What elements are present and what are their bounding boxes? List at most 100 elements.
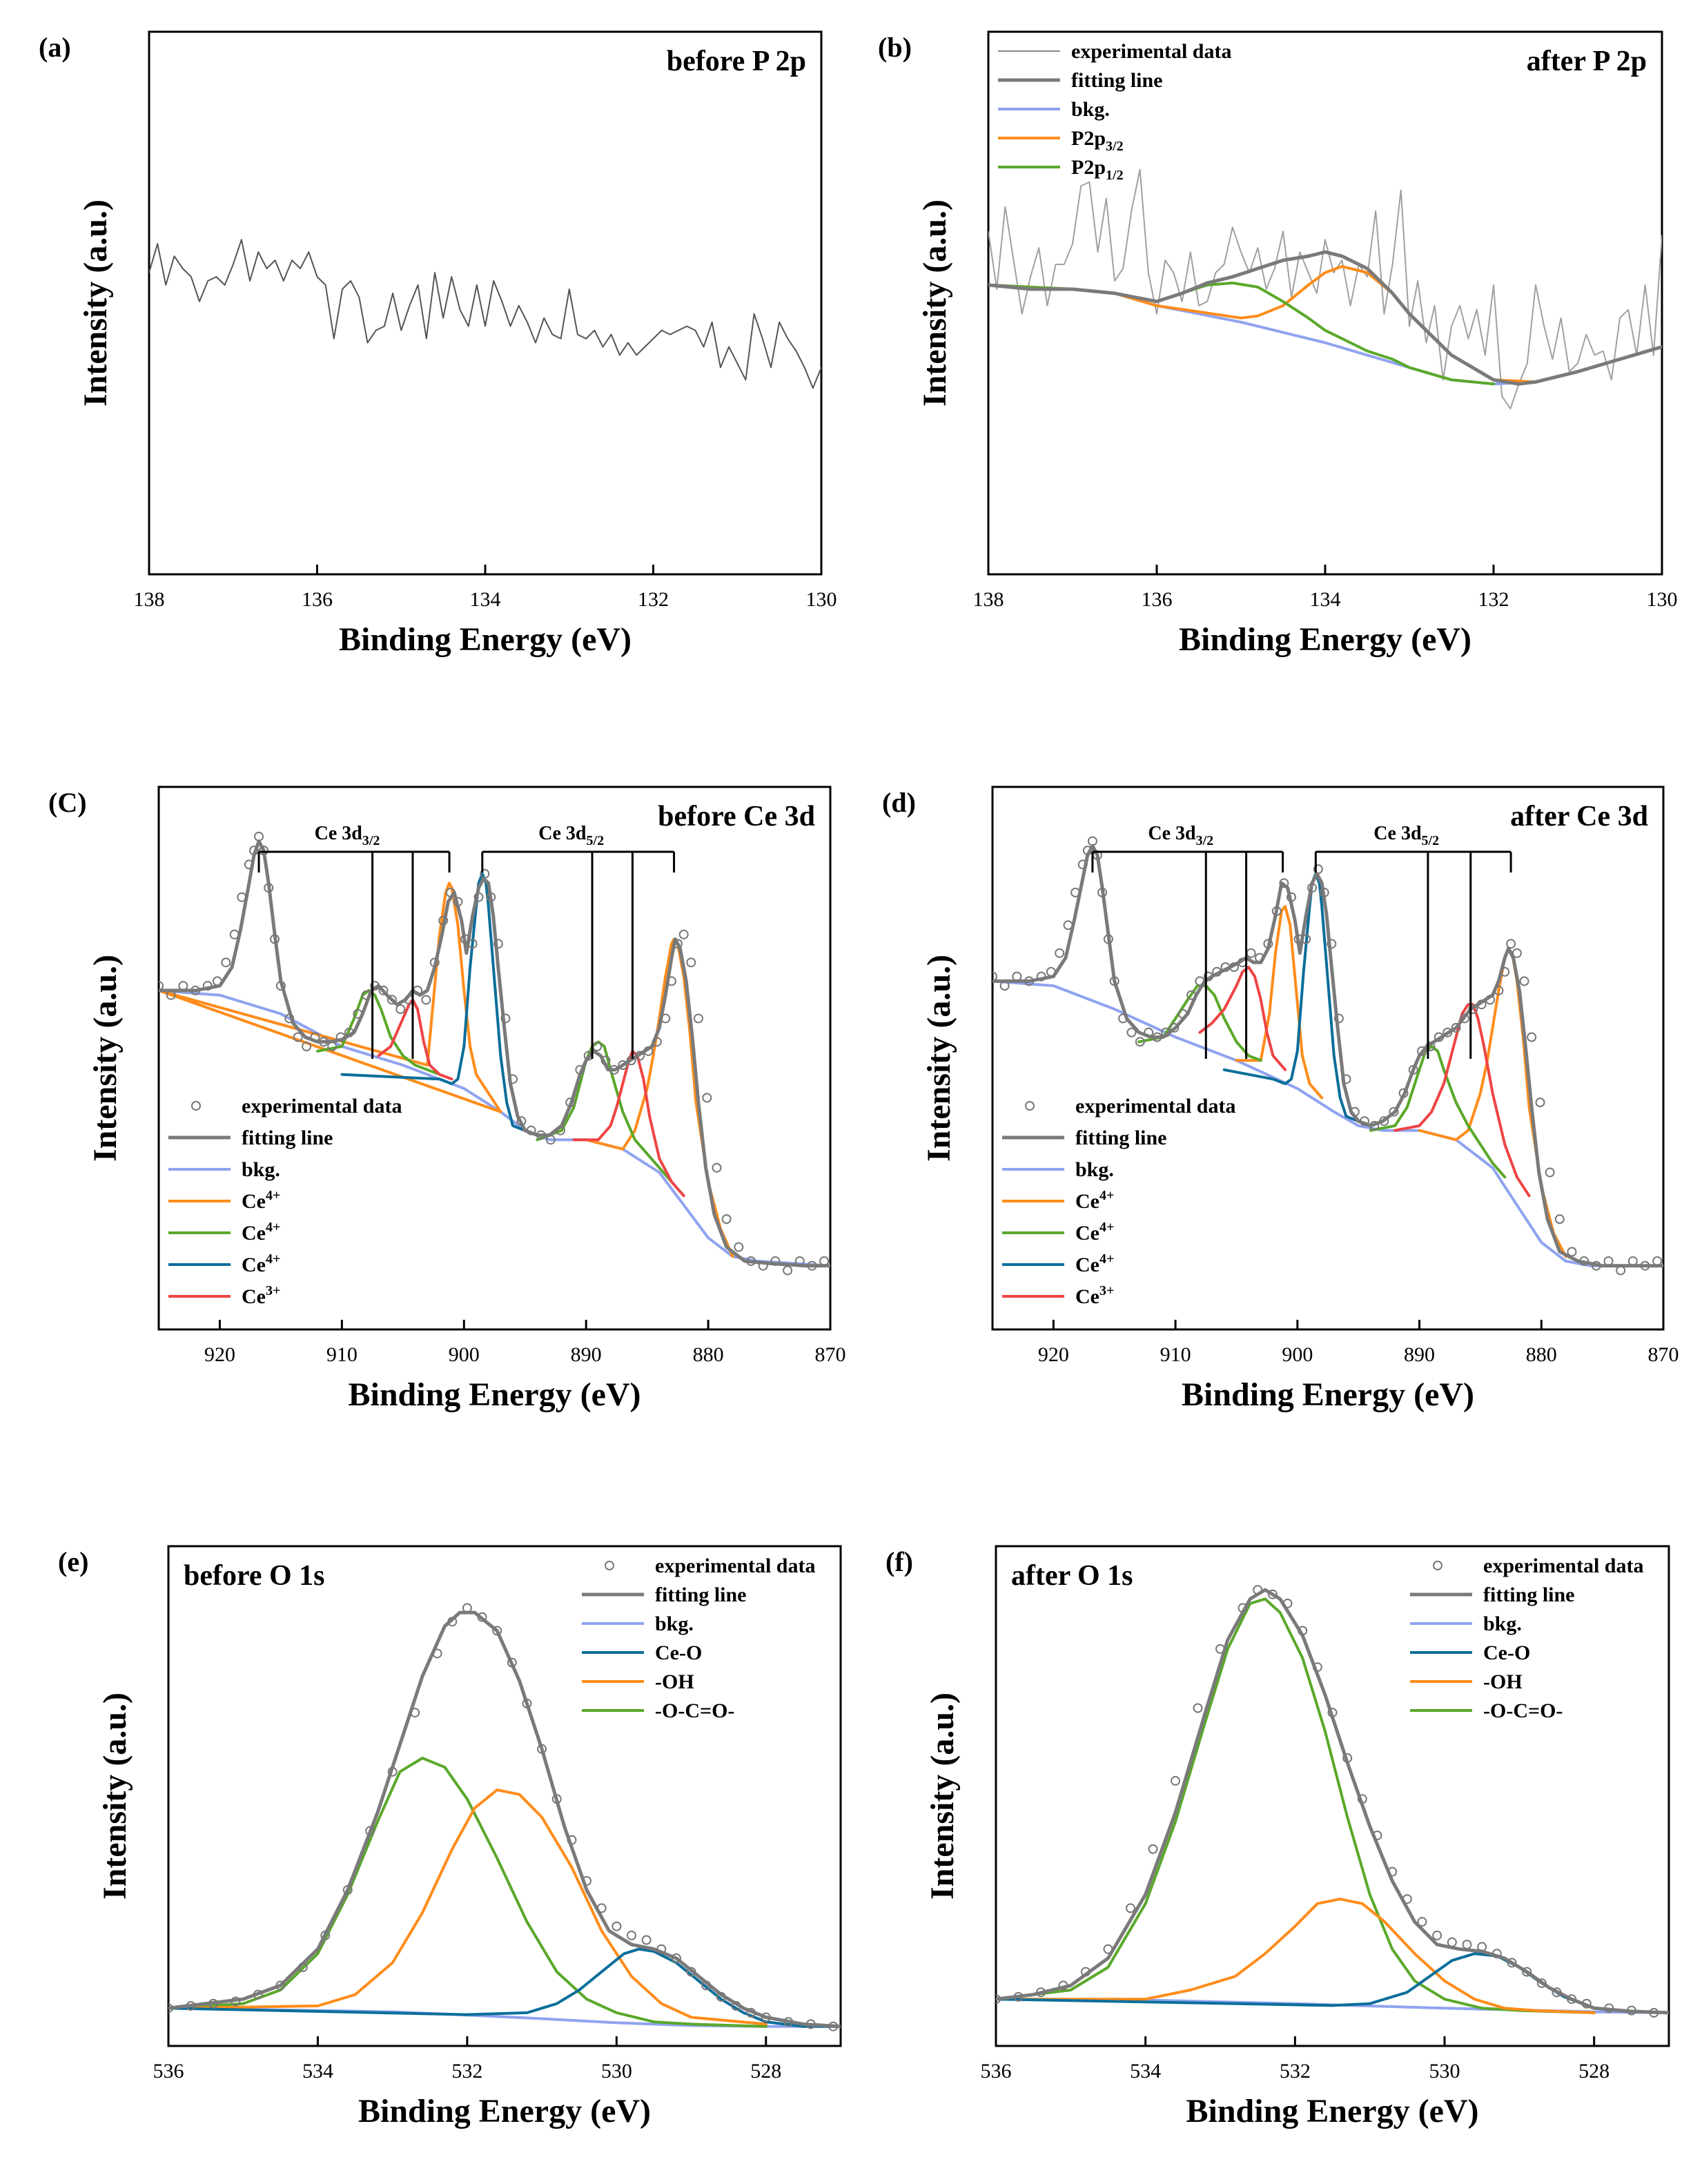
data-point: [1246, 948, 1256, 958]
series-experimental-data: [159, 831, 830, 1276]
data-point: [1357, 1794, 1367, 1804]
series-fitting-line: [996, 1588, 1669, 2015]
data-point: [1494, 985, 1504, 995]
series-ce3-v: [1393, 1003, 1531, 1198]
data-point: [1312, 1662, 1322, 1673]
data-point: [387, 1766, 398, 1777]
data-point: [231, 1996, 241, 2007]
data-point: [1077, 859, 1088, 870]
data-point: [1063, 920, 1073, 930]
data-point: [1425, 1042, 1436, 1052]
data-point: [259, 846, 269, 856]
data-point: [526, 1125, 536, 1135]
data-point: [275, 981, 286, 991]
data-point: [641, 1935, 652, 1945]
legend-entry: experimental data: [191, 1095, 402, 1118]
x-tick-label: 138: [134, 588, 165, 611]
legend-entry: -O-C=O-: [1410, 1699, 1563, 1722]
legend: experimental data fitting line bkg. Ce-O -OH…: [582, 1554, 815, 1722]
panel-letter: (d): [882, 787, 916, 818]
panel-a: 138 136 134 132 130 Binding Energy (eV) Intens…: [39, 30, 837, 658]
data-point: [1468, 1004, 1478, 1014]
data-point: [1567, 1247, 1577, 1257]
peak-bracket: Ce 3d5/2: [481, 823, 676, 1059]
series-o-c-o: [168, 1757, 767, 2028]
x-tick-label: 910: [1160, 1343, 1191, 1366]
y-axis-label: Intensity (a.u.): [924, 1693, 961, 1900]
data-point: [429, 957, 440, 968]
data-point: [1148, 1844, 1158, 1854]
series-ce3-u: [1198, 966, 1287, 1071]
data-point: [686, 1967, 696, 1977]
legend-label: -O-C=O-: [1483, 1699, 1563, 1722]
legend-label: experimental data: [1075, 1095, 1235, 1118]
data-point: [1036, 1987, 1046, 1998]
data-point: [1013, 1991, 1024, 2002]
data-point: [1144, 1027, 1154, 1037]
data-point: [600, 1055, 611, 1066]
data-point: [1135, 1037, 1145, 1047]
data-point: [1512, 948, 1522, 958]
legend-entry: experimental data: [998, 40, 1231, 63]
data-point: [536, 1130, 546, 1140]
data-point: [626, 1055, 636, 1066]
data-point: [253, 1989, 263, 2000]
data-point: [805, 2019, 816, 2029]
series-experimental-data: [168, 1603, 839, 2031]
data-point: [1434, 1032, 1444, 1042]
legend-entry: -OH: [582, 1670, 694, 1693]
data-point: [166, 990, 176, 1000]
data-point: [1552, 1987, 1562, 1998]
data-point: [1055, 948, 1065, 958]
x-tick-label: 534: [1130, 2060, 1161, 2083]
data-point: [807, 1260, 817, 1271]
data-point: [1402, 1894, 1412, 1904]
x-tick-label: 880: [1526, 1343, 1557, 1366]
data-point: [1408, 1064, 1418, 1075]
x-tick-label: 132: [1478, 588, 1509, 611]
data-point: [1313, 864, 1323, 875]
x-tick-label: 130: [1647, 588, 1678, 611]
data-point: [1301, 934, 1311, 944]
series-ce4-v: [536, 1040, 673, 1184]
data-point: [612, 1921, 622, 1931]
data-point: [1286, 892, 1296, 902]
x-tick-label: 920: [204, 1343, 235, 1366]
data-point: [1616, 1265, 1626, 1276]
data-point: [1591, 1260, 1601, 1271]
legend-label: Ce-O: [1483, 1641, 1530, 1664]
panel-title: before Ce 3d: [658, 801, 815, 832]
x-tick-label: 138: [973, 588, 1004, 611]
data-point: [1087, 836, 1097, 846]
data-point: [702, 1093, 712, 1103]
data-point: [783, 1265, 793, 1276]
data-point: [202, 981, 213, 991]
data-point: [320, 1930, 331, 1940]
plot-frame: [157, 786, 832, 1331]
legend-label: Ce4+: [1075, 1251, 1114, 1276]
y-axis-label: Intensity (a.u.): [97, 1693, 133, 1900]
data-point: [770, 1256, 781, 1266]
data-point: [1459, 1013, 1469, 1024]
data-point: [1298, 1626, 1308, 1636]
data-point: [477, 1612, 487, 1622]
data-point: [1058, 1980, 1068, 1991]
data-point: [1171, 1775, 1180, 1786]
data-point: [460, 934, 471, 944]
data-point: [453, 897, 463, 907]
data-point: [159, 981, 164, 991]
data-point: [327, 1042, 338, 1052]
legend-entry: Ce4+: [1002, 1251, 1114, 1276]
x-tick-label: 530: [601, 2060, 632, 2083]
data-point: [1253, 1585, 1263, 1595]
data-point: [1652, 1256, 1663, 1266]
legend-entry: bkg.: [998, 98, 1110, 121]
data-point: [828, 2021, 839, 2031]
data-point: [746, 1256, 756, 1266]
legend-label: bkg.: [655, 1612, 694, 1635]
legend-marker: [605, 1561, 614, 1570]
plot-frame: [995, 1545, 1670, 2047]
legend-label: experimental data: [1071, 40, 1231, 63]
panel-f: 536 534 532 530 528 Binding Energy (eV) Intens…: [886, 1545, 1670, 2129]
